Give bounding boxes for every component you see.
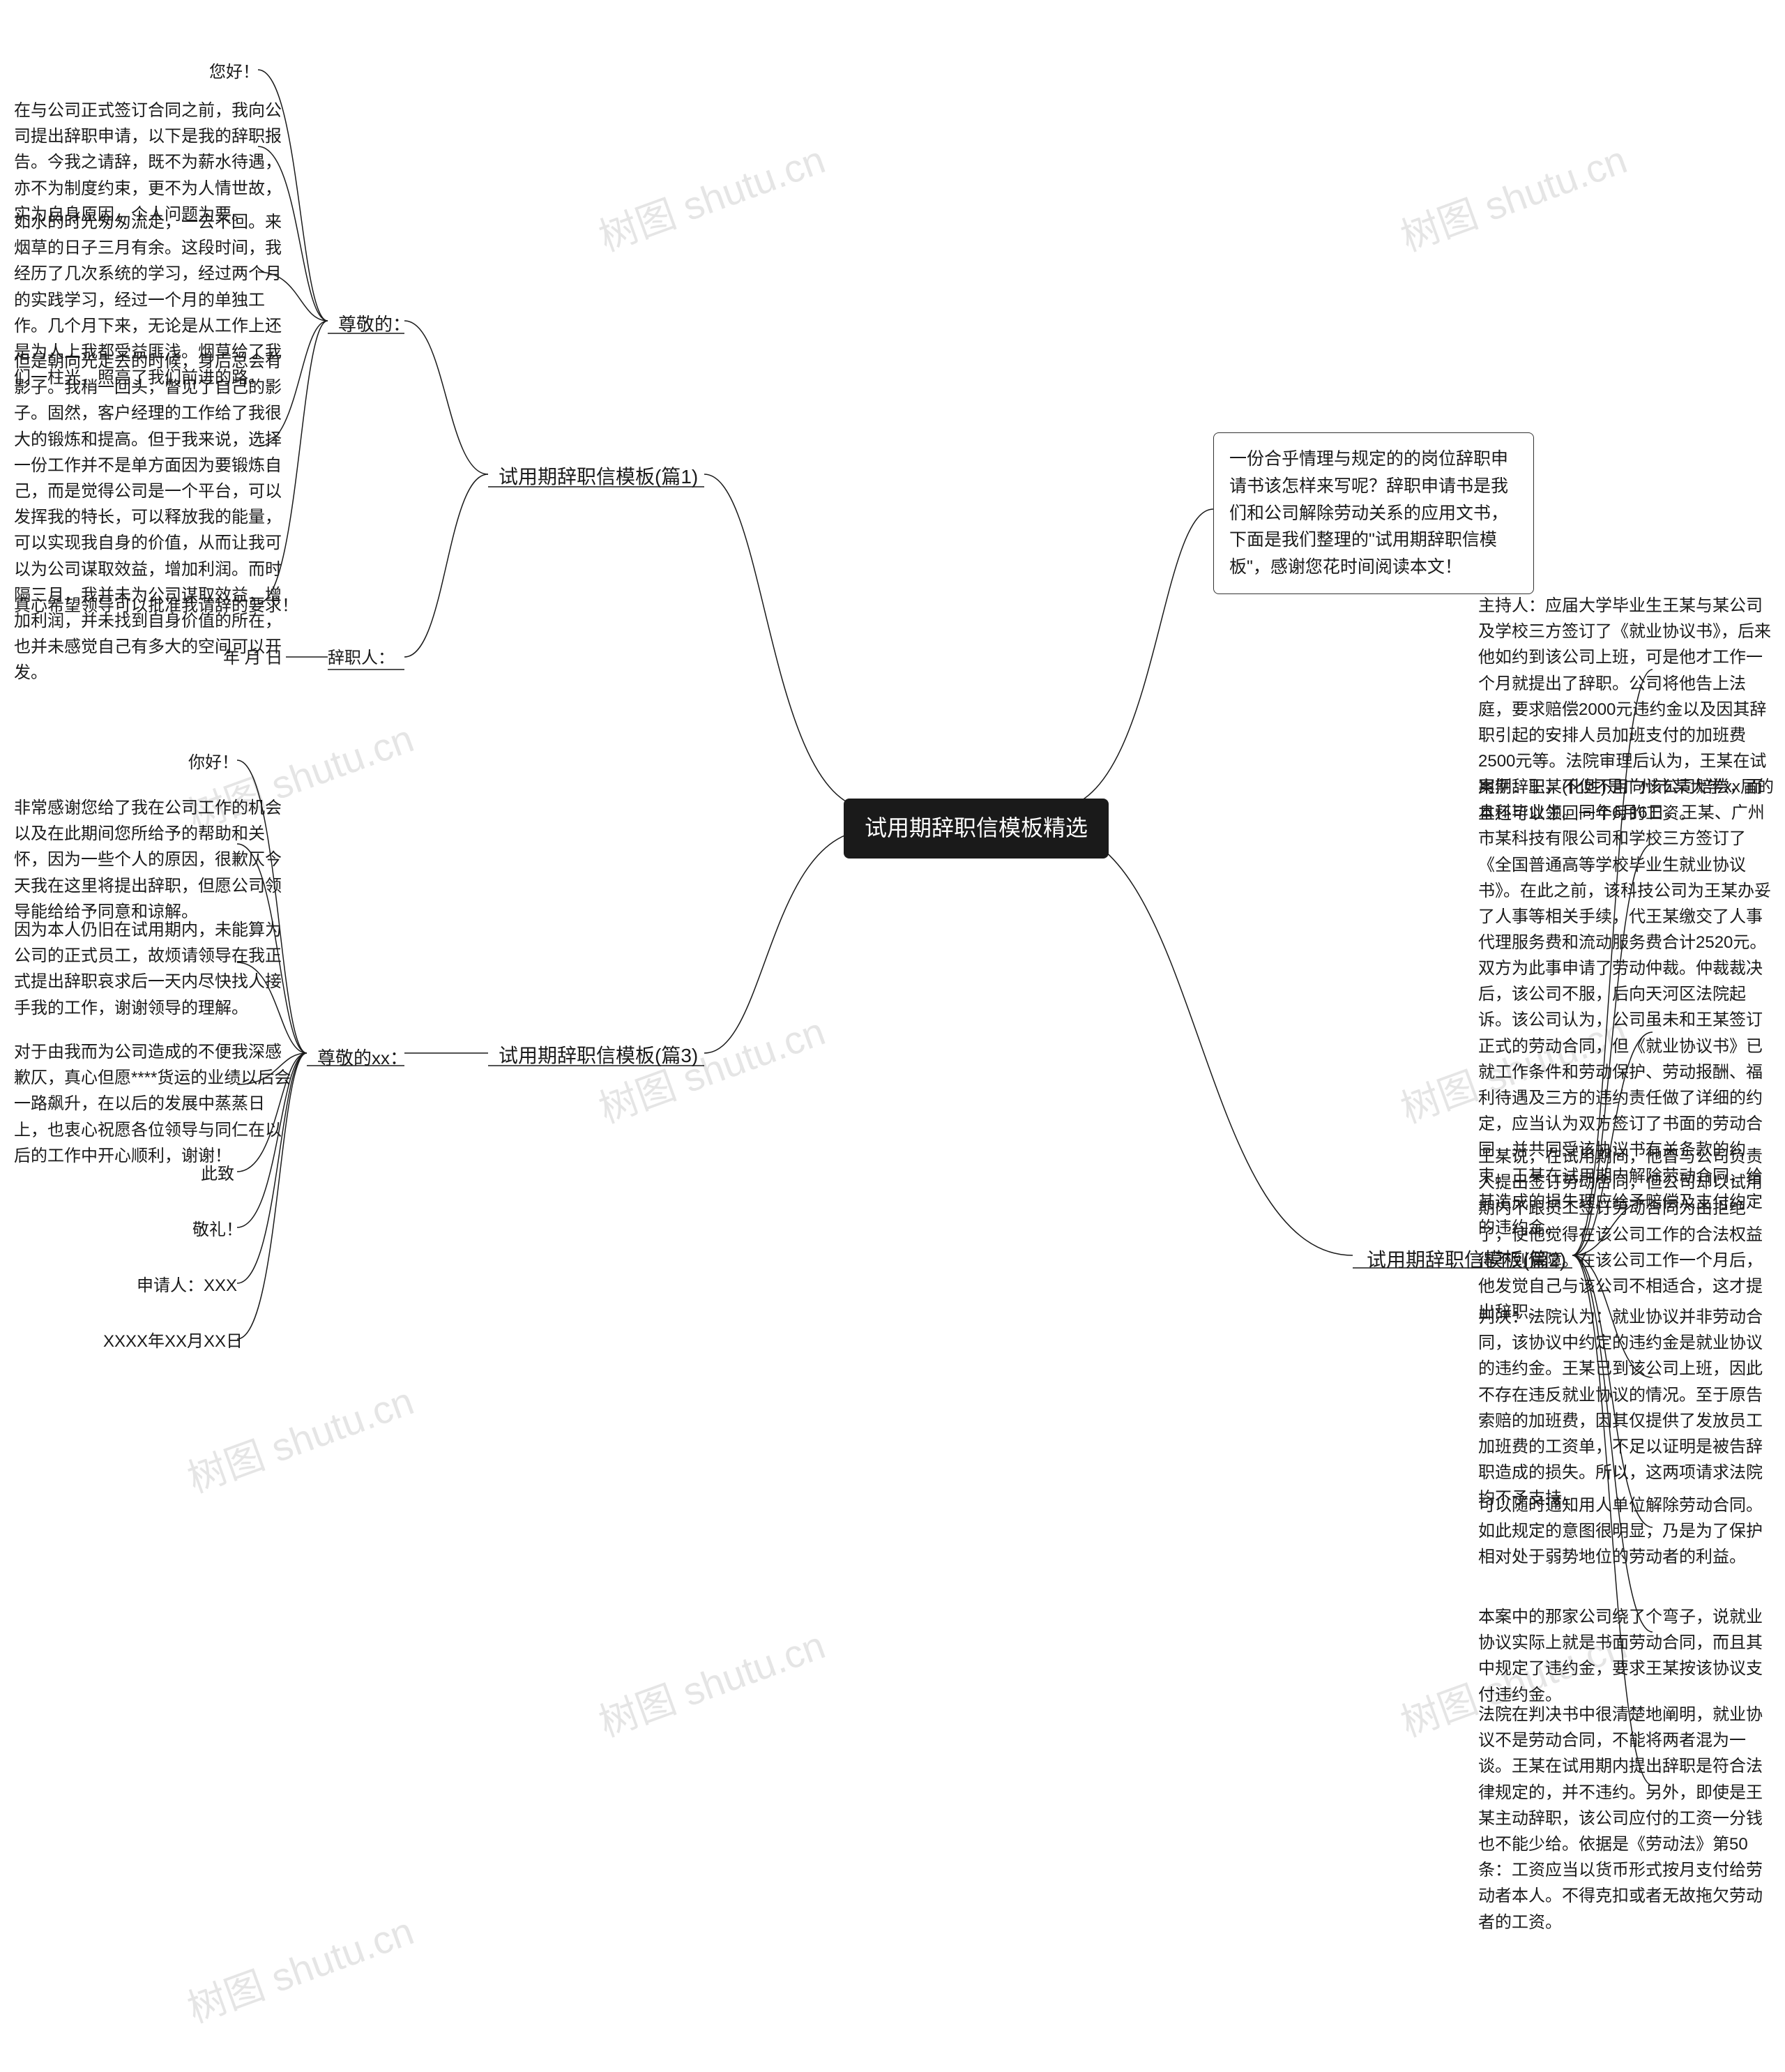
s1-leaf-e: 真心希望领导可以批准我请辞的要求！: [14, 593, 298, 619]
s1-leaf-d-text: 但是朝向光走去的时候，身后总会有影子。我稍一回头，瞥见了自己的影子。固然，客户经…: [14, 352, 282, 682]
s3-leaf-e: 此致: [201, 1161, 234, 1187]
s2-leaf-f-text: 可以随时通知用人单位解除劳动合同。如此规定的意图很明显，乃是为了保护相对处于弱势…: [1478, 1496, 1763, 1566]
s3-leaf-d: 对于由我而为公司造成的不便我深感歉仄，真心但愿****货运的业绩以后会一路飙升，…: [14, 1039, 293, 1169]
section-3: 试用期辞职信模板(篇3): [488, 1036, 708, 1075]
s3-leaf-d-text: 对于由我而为公司造成的不便我深感歉仄，真心但愿****货运的业绩以后会一路飙升，…: [14, 1043, 291, 1165]
s3-leaf-b-text: 非常感谢您给了我在公司工作的机会以及在此期间您所给予的帮助和关怀，因为一些个人的…: [14, 799, 282, 921]
s3-leaf-g: 申请人：XXX: [137, 1273, 237, 1299]
section-3-label: 试用期辞职信模板(篇3): [499, 1045, 698, 1066]
s3-leaf-h: XXXX年XX月XX日: [103, 1329, 243, 1354]
s1-leaf-b: 在与公司正式签订合同之前，我向公司提出辞职申请，以下是我的辞职报告。今我之请辞，…: [14, 98, 293, 227]
s1-leaf-d: 但是朝向光走去的时候，身后总会有影子。我稍一回头，瞥见了自己的影子。固然，客户经…: [14, 349, 293, 686]
intro-text: 一份合乎情理与规定的的岗位辞职申请书该怎样来写呢？辞职申请书是我们和公司解除劳动…: [1229, 449, 1508, 577]
section-1-sub-label: 尊敬的：: [338, 314, 411, 335]
watermark: 树图 shutu.cn: [1392, 128, 1634, 262]
s3-leaf-f: 敬礼！: [192, 1217, 243, 1243]
s2-leaf-h-text: 法院在判决书中很清楚地阐明，就业协议不是劳动合同，不能将两者混为一谈。王某在试用…: [1478, 1705, 1763, 1932]
s3-leaf-a-text: 你好！: [188, 753, 238, 772]
root-label: 试用期辞职信模板精选: [865, 815, 1088, 840]
section-1-sub: 尊敬的：: [328, 305, 421, 343]
s3-leaf-h-text: XXXX年XX月XX日: [103, 1332, 243, 1351]
s1-leaf-f-date: 年 月 日: [223, 645, 282, 671]
s2-leaf-d: 王某说，在试用期间，他曾与公司负责人提出签订劳动合同，但公司却以试用期内不跟员工…: [1478, 1144, 1778, 1325]
intro-box: 一份合乎情理与规定的的岗位辞职申请书该怎样来写呢？辞职申请书是我们和公司解除劳动…: [1213, 432, 1534, 594]
s1-leaf-f-date-text: 年 月 日: [223, 649, 282, 667]
s2-leaf-d-text: 王某说，在试用期间，他曾与公司负责人提出签订劳动合同，但公司却以试用期内不跟员工…: [1478, 1147, 1763, 1322]
watermark: 树图 shutu.cn: [178, 1370, 420, 1504]
watermark: 树图 shutu.cn: [178, 1900, 420, 2034]
s2-leaf-g-text: 本案中的那家公司绕了个弯子，说就业协议实际上就是书面劳动合同，而且其中规定了违约…: [1478, 1608, 1763, 1704]
s1-leaf-e-text: 真心希望领导可以批准我请辞的要求！: [14, 596, 298, 615]
section-1-label: 试用期辞职信模板(篇1): [499, 466, 698, 487]
s2-leaf-e: 判决：法院认为：就业协议并非劳动合同，该协议中约定的违约金是就业协议的违约金。王…: [1478, 1304, 1778, 1512]
s3-leaf-b: 非常感谢您给了我在公司工作的机会以及在此期间您所给予的帮助和关怀，因为一些个人的…: [14, 795, 293, 925]
s2-leaf-b: 案例：王某(化姓)是广州市某大学xx届的本科毕业生。同年6月6日，王某、广州市某…: [1478, 774, 1778, 955]
s3-leaf-g-text: 申请人：XXX: [137, 1276, 237, 1295]
s2-leaf-b-text: 案例：王某(化姓)是广州市某大学xx届的本科毕业生。同年6月6日，王某、广州市某…: [1478, 778, 1774, 952]
s2-leaf-h: 法院在判决书中很清楚地阐明，就业协议不是劳动合同，不能将两者混为一谈。王某在试用…: [1478, 1702, 1778, 1935]
s3-leaf-c: 因为本人仍旧在试用期内，未能算为公司的正式员工，故烦请领导在我正式提出辞职哀求后…: [14, 917, 293, 1021]
section-1: 试用期辞职信模板(篇1): [488, 457, 708, 497]
s3-leaf-a: 你好！: [188, 750, 238, 776]
s1-leaf-b-text: 在与公司正式签订合同之前，我向公司提出辞职申请，以下是我的辞职报告。今我之请辞，…: [14, 101, 282, 224]
s2-leaf-g: 本案中的那家公司绕了个弯子，说就业协议实际上就是书面劳动合同，而且其中规定了违约…: [1478, 1604, 1778, 1708]
s2-leaf-f: 可以随时通知用人单位解除劳动合同。如此规定的意图很明显，乃是为了保护相对处于弱势…: [1478, 1492, 1778, 1571]
s1-leaf-a-text: 您好！: [209, 63, 259, 82]
s1-leaf-f-text: 辞职人：: [328, 649, 395, 667]
watermark: 树图 shutu.cn: [590, 128, 832, 262]
s1-leaf-a: 您好！: [209, 59, 258, 85]
section-3-sub-label: 尊敬的xx：: [317, 1048, 408, 1068]
watermark: 树图 shutu.cn: [590, 1614, 832, 1748]
s3-leaf-c-text: 因为本人仍旧在试用期内，未能算为公司的正式员工，故烦请领导在我正式提出辞职哀求后…: [14, 921, 282, 1018]
s2-leaf-e-text: 判决：法院认为：就业协议并非劳动合同，该协议中约定的违约金是就业协议的违约金。王…: [1478, 1308, 1763, 1508]
s3-leaf-e-text: 此致: [201, 1165, 234, 1184]
s3-leaf-f-text: 敬礼！: [192, 1220, 243, 1239]
section-3-sub: 尊敬的xx：: [307, 1039, 418, 1077]
s1-leaf-f: 辞职人：: [328, 645, 395, 671]
root-node: 试用期辞职信模板精选: [844, 799, 1109, 859]
